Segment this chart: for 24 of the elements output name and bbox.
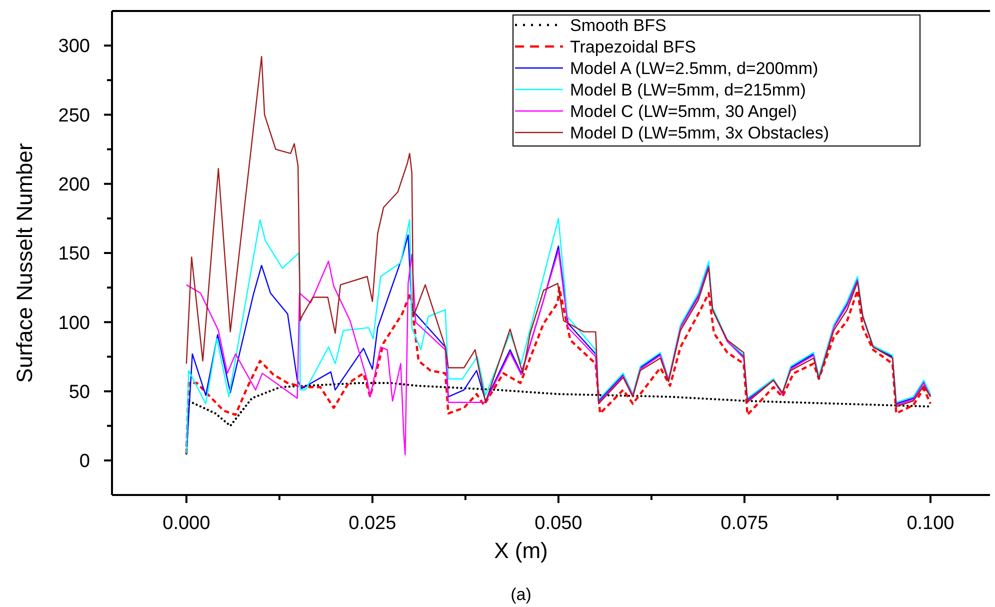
x-tick-label: 0.075 xyxy=(720,513,768,534)
x-tick-label: 0.050 xyxy=(534,513,582,534)
x-tick-label: 0.100 xyxy=(906,513,954,534)
x-tick-label: 0.025 xyxy=(348,513,396,534)
legend-label: Trapezoidal BFS xyxy=(570,37,696,56)
legend-label: Model D (LW=5mm, 3x Obstacles) xyxy=(570,123,830,142)
line-series xyxy=(185,286,932,455)
legend-label: Smooth BFS xyxy=(570,16,666,35)
y-tick-label: 50 xyxy=(68,382,90,403)
y-tick-label: 0 xyxy=(79,451,90,472)
line-series xyxy=(185,382,932,455)
y-tick-label: 250 xyxy=(58,105,90,126)
y-axis-title: Surface Nusselt Number xyxy=(12,143,37,383)
text: (a) xyxy=(510,585,532,604)
legend-label: Model C (LW=5mm, 30 Angel) xyxy=(570,102,797,121)
x-tick-label: 0.000 xyxy=(162,513,210,534)
legend-label: Model B (LW=5mm, d=215mm) xyxy=(570,80,806,100)
y-tick-label: 150 xyxy=(58,244,90,265)
legend-label: Model A (LW=2.5mm, d=200mm) xyxy=(570,58,818,78)
y-tick-label: 300 xyxy=(58,36,90,58)
y-tick-label: 100 xyxy=(58,312,90,334)
y-tick-label: 200 xyxy=(58,174,90,196)
line-series xyxy=(186,56,932,408)
x-axis-title: X (m) xyxy=(494,538,548,563)
